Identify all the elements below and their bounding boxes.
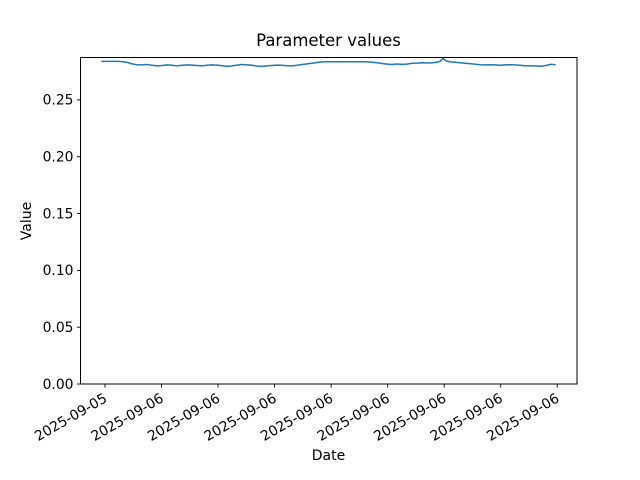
- y-tick-label: 0.15: [43, 206, 74, 222]
- series-line: [101, 57, 556, 68]
- y-tick-label: 0.25: [43, 93, 74, 109]
- series-layer: [101, 57, 556, 68]
- y-tick-label: 0.20: [43, 150, 74, 166]
- y-tick-label: 0.00: [43, 377, 74, 393]
- y-tick-label: 0.10: [43, 263, 74, 279]
- ticks-layer: 0.000.050.100.150.200.252025-09-052025-0…: [32, 93, 562, 445]
- chart-title: Parameter values: [256, 31, 401, 50]
- axes-spines: [80, 57, 578, 385]
- x-axis-label: Date: [312, 448, 345, 464]
- y-tick-label: 0.05: [43, 320, 74, 336]
- y-axis-label: Value: [19, 202, 35, 240]
